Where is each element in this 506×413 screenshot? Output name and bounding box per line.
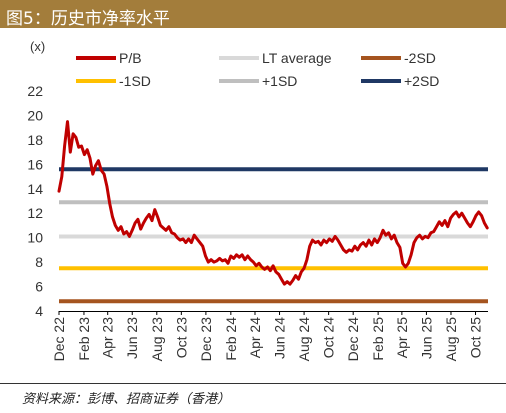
y-tick-label: 16 [27,156,43,172]
series-line-pb [57,120,489,286]
series-group [57,120,489,286]
legend-label-minus1sd: -1SD [119,73,151,89]
x-tick-label: Aug 24 [296,317,312,362]
x-tick-label: Dec 24 [345,317,361,362]
legend-label-pb: P/B [119,50,142,66]
legend-label-plus1sd: +1SD [262,73,297,89]
x-tick-label: Feb 25 [370,317,386,361]
x-tick-label: Dec 23 [198,317,214,362]
x-tick-label: Aug 23 [149,317,165,362]
legend: P/B LT average -2SD -1SD +1SD +2SD [76,50,439,89]
y-tick-label: 4 [35,303,43,319]
x-tick-label: Apr 24 [247,317,263,358]
x-tick-label: Dec 22 [51,317,67,362]
x-axis: Dec 22 Feb 23 Apr 23 Jun 23 Aug 23 Oct 23 Dec … [51,311,488,361]
x-tick-label: Jun 24 [272,317,288,359]
legend-label-lt_average: LT average [262,50,332,66]
x-tick-label: Oct 23 [173,317,189,358]
y-tick-label: 18 [27,132,43,148]
x-tick-label: Oct 24 [321,317,337,358]
x-tick-label: Apr 23 [100,317,116,358]
pb-history-chart: (x) P/B LT average -2SD -1SD +1SD +2SD 4 6 8 10 1… [27,39,489,361]
x-tick-label: Feb 24 [223,317,239,361]
footer-rule [0,383,506,384]
legend-label-plus2sd: +2SD [404,73,439,89]
x-tick-label: Apr 25 [394,317,410,358]
x-tick-label: Aug 25 [443,317,459,362]
x-tick-label: Feb 23 [76,317,92,361]
chart-title: 图5：历史市净率水平 [6,9,170,29]
title-bar: 图5：历史市净率水平 [0,0,506,29]
x-tick-label: Jun 23 [124,317,140,359]
x-tick-label: Jun 25 [418,317,434,359]
y-axis-unit-label: (x) [30,39,45,54]
y-tick-label: 12 [27,205,43,221]
y-tick-label: 8 [35,254,43,270]
y-tick-label: 22 [27,83,43,99]
y-tick-labels: 4 6 8 10 12 14 16 18 20 22 [27,83,43,319]
x-tick-label: Oct 25 [468,317,484,358]
y-tick-label: 10 [27,230,43,246]
source-note: 资料来源：彭博、招商证券（香港） [22,392,231,407]
y-tick-label: 14 [27,181,43,197]
y-tick-label: 6 [35,279,43,295]
legend-label-minus2sd: -2SD [404,50,436,66]
y-tick-label: 20 [27,107,43,123]
